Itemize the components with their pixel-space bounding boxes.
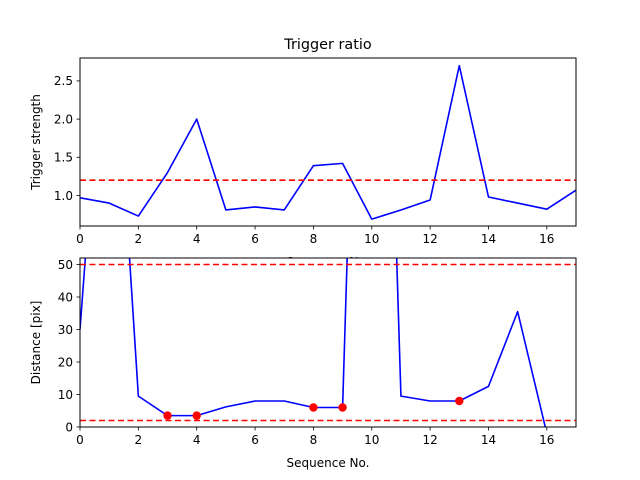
chart2-xtick-label-6: 12: [422, 433, 437, 447]
chart1-xtick-label-3: 6: [251, 232, 259, 246]
chart2-marker-point-3: [338, 403, 347, 412]
chart1-axes-frame: [79, 57, 577, 227]
chart1-title: Trigger ratio: [283, 37, 372, 53]
chart2-plot-group: [80, 258, 576, 427]
chart1-ytick-label-3: 2.5: [54, 74, 73, 88]
chart1-plot-area: [80, 58, 576, 226]
chart2-ytick-label-0: 0: [65, 420, 73, 434]
chart1-ytick-label-1: 1.5: [54, 151, 73, 165]
chart2-axes-frame: [79, 257, 577, 428]
chart1-ytick-label-0: 1.0: [54, 189, 73, 203]
chart2-xtick-label-5: 10: [364, 433, 379, 447]
chart2-xtick-label-0: 0: [76, 433, 84, 447]
chart2-xtick-label-8: 16: [539, 433, 554, 447]
chart1-xtick-label-6: 12: [422, 232, 437, 246]
chart2-ytick-label-5: 50: [58, 258, 73, 272]
chart2-xtick-label-2: 4: [193, 433, 201, 447]
chart1-series-line-0: [80, 64, 576, 220]
chart2-plot-area: [80, 258, 576, 427]
chart2-marker-point-4: [455, 396, 464, 406]
chart2-series-line-0: [80, 258, 547, 427]
chart2-ytick-label-4: 40: [58, 290, 73, 304]
chart2-ytick-label-1: 10: [58, 388, 73, 402]
chart2-ytick-label-2: 20: [58, 355, 73, 369]
chart1-xtick-label-1: 2: [135, 232, 143, 246]
chart1-xtick-label-7: 14: [481, 232, 496, 246]
chart2-xtick-label-3: 6: [251, 433, 259, 447]
chart2-xtick-label-4: 8: [310, 433, 318, 447]
chart1-plot-group: [80, 64, 576, 220]
chart2-xaxis-label: Sequence No.: [287, 456, 370, 470]
chart1-xtick-label-0: 0: [76, 232, 84, 246]
chart2-marker-point-1: [192, 411, 201, 420]
chart1-yaxis-label: Trigger strength: [29, 94, 43, 191]
chart2-xtick-label-1: 2: [135, 433, 143, 447]
chart1-xtick-label-2: 4: [193, 232, 201, 246]
chart1-xtick-label-4: 8: [310, 232, 318, 246]
chart1-xtick-label-8: 16: [539, 232, 554, 246]
chart1-ytick-label-2: 2.0: [54, 112, 73, 126]
chart2-marker-point-2: [309, 403, 318, 412]
chart1-xtick-label-5: 10: [364, 232, 379, 246]
chart2-yaxis-label: Distance [pix]: [29, 301, 43, 385]
chart2-ytick-label-3: 30: [58, 323, 73, 337]
chart2-xtick-label-7: 14: [481, 433, 496, 447]
chart2-marker-point-0: [163, 411, 172, 420]
